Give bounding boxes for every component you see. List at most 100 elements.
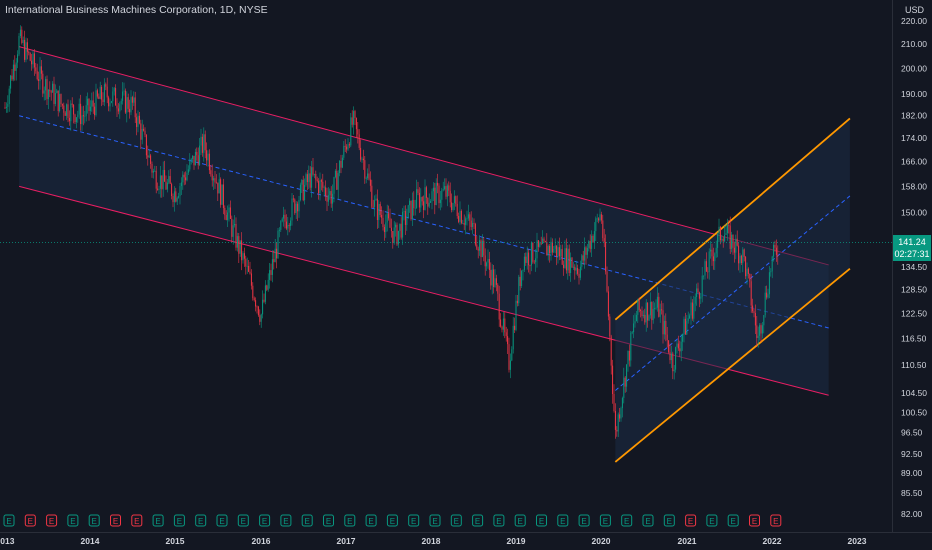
- candle-body: [207, 153, 209, 161]
- candle-body: [420, 197, 422, 208]
- candle-body: [462, 222, 464, 224]
- candle-body: [488, 259, 490, 271]
- candle-body: [343, 145, 345, 158]
- candle-body: [535, 258, 537, 263]
- candle-body: [371, 185, 373, 207]
- candle-body: [452, 203, 454, 211]
- candle-body: [144, 130, 146, 135]
- candle-body: [511, 349, 513, 361]
- candle-body: [210, 170, 212, 175]
- earnings-marker: E: [621, 514, 633, 527]
- candle-body: [206, 150, 208, 161]
- candle-body: [71, 103, 73, 105]
- candle-body: [197, 155, 199, 166]
- candle-body: [283, 214, 285, 219]
- candle-body: [154, 170, 156, 172]
- candle-body: [150, 155, 152, 164]
- candle-body: [75, 117, 77, 123]
- candle-body: [179, 186, 181, 197]
- earnings-marker-icon: [195, 514, 207, 527]
- candle-body: [19, 29, 21, 36]
- candle-body: [18, 35, 20, 55]
- candle-body: [438, 185, 440, 204]
- candle-body: [441, 190, 443, 200]
- candle-body: [256, 306, 258, 308]
- candle-body: [290, 220, 292, 226]
- candle-body: [26, 42, 28, 52]
- candle-body: [448, 185, 450, 191]
- earnings-marker-label: E: [518, 517, 523, 526]
- earnings-marker-label: E: [539, 517, 544, 526]
- candle-body: [38, 79, 40, 81]
- candle-body: [505, 332, 507, 337]
- candle-body: [763, 315, 765, 326]
- candle-body: [262, 299, 264, 315]
- candle-body: [364, 160, 366, 179]
- candle-body: [393, 227, 395, 243]
- candle-body: [81, 115, 83, 125]
- earnings-marker-icon: [578, 514, 590, 527]
- candle-body: [101, 86, 103, 100]
- candle-body: [372, 206, 374, 208]
- candle-body: [49, 89, 51, 92]
- price-tick-label: 166.00: [901, 157, 927, 167]
- candle-body: [309, 173, 311, 188]
- candle-body: [234, 224, 236, 226]
- price-tick-label: 122.50: [901, 308, 927, 318]
- candle-body: [682, 334, 684, 342]
- candle-body: [389, 218, 391, 228]
- candle-body: [634, 321, 636, 324]
- candle-body: [652, 308, 654, 321]
- date-tick-label: 2020: [592, 536, 611, 546]
- candle-body: [728, 225, 730, 227]
- candle-body: [266, 285, 268, 290]
- candle-body: [518, 276, 520, 304]
- candle-body: [588, 241, 590, 248]
- candle-body: [581, 255, 583, 267]
- candle-body: [764, 292, 766, 316]
- candle-body: [451, 202, 453, 211]
- candle-body: [108, 97, 110, 107]
- candle-body: [549, 245, 551, 254]
- candle-body: [145, 134, 147, 156]
- candle-body: [274, 248, 276, 263]
- candle-body: [24, 39, 26, 60]
- candle-body: [235, 224, 237, 248]
- candle-body: [92, 100, 94, 107]
- candle-body: [164, 169, 166, 182]
- earnings-marker-label: E: [326, 517, 331, 526]
- chart-title: International Business Machines Corporat…: [5, 4, 268, 16]
- candle-body: [96, 90, 98, 97]
- candle-body: [105, 84, 107, 87]
- candle-body: [662, 310, 664, 335]
- candle-body: [599, 214, 601, 221]
- candle-body: [333, 177, 335, 194]
- countdown-timer: 02:27:31: [894, 249, 930, 259]
- date-tick-label: 2022: [763, 536, 782, 546]
- candle-body: [497, 284, 499, 294]
- candle-body: [647, 302, 649, 321]
- candle-body: [500, 319, 502, 327]
- candle-body: [245, 258, 247, 267]
- candle-body: [600, 214, 602, 221]
- candle-body: [124, 90, 126, 113]
- candle-body: [190, 158, 192, 161]
- channel-upper-line: [19, 46, 829, 266]
- candle-body: [28, 51, 30, 54]
- candle-body: [582, 255, 584, 261]
- candle-body: [609, 316, 611, 337]
- candle-body: [147, 155, 149, 158]
- candle-body: [52, 83, 54, 93]
- earnings-marker: E: [749, 514, 760, 527]
- candle-body: [80, 103, 82, 125]
- candle-body: [379, 203, 381, 215]
- candle-body: [15, 62, 17, 71]
- candle-body: [472, 223, 474, 227]
- candle-body: [714, 253, 716, 262]
- earnings-marker: E: [365, 514, 377, 527]
- candle-body: [115, 88, 117, 106]
- candle-body: [770, 271, 772, 273]
- candle-body: [406, 218, 408, 225]
- candle-body: [519, 276, 521, 287]
